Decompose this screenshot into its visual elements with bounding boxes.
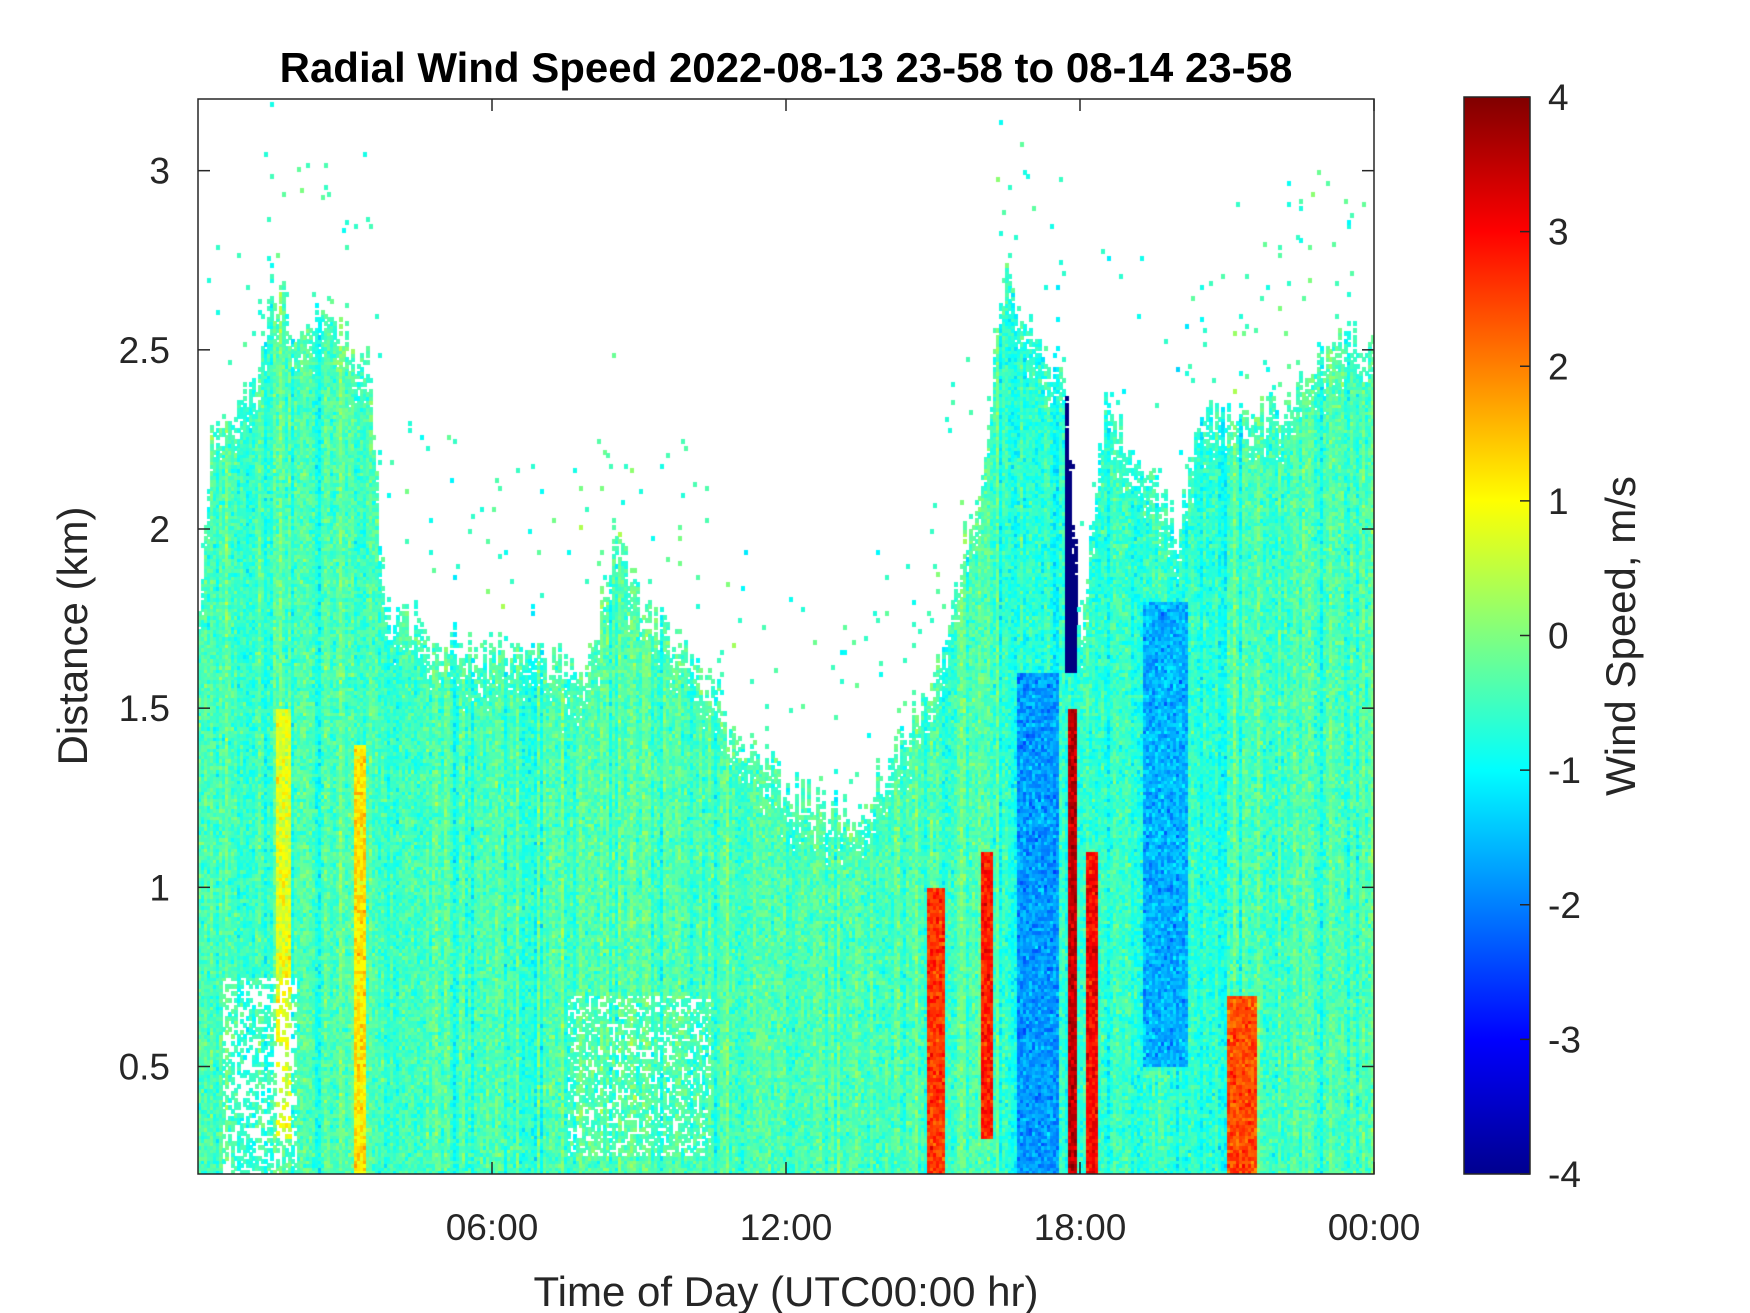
x-tick-label: 12:00 [740, 1207, 833, 1248]
colorbar-axis: 4 3 2 1 0 -1 -2 -3 -4 [1520, 77, 1581, 1195]
x-axis-label: Time of Day (UTC00:00 hr) [534, 1268, 1039, 1313]
colorbar [1463, 96, 1531, 1175]
colorbar-tick-label: 2 [1548, 346, 1569, 387]
colorbar-label: Wind Speed, m/s [1597, 476, 1644, 796]
x-axis: 06:00 12:00 18:00 00:00 [446, 99, 1421, 1248]
chart-title: Radial Wind Speed 2022-08-13 23-58 to 08… [280, 44, 1293, 91]
x-tick-label: 18:00 [1034, 1207, 1127, 1248]
colorbar-tick-label: 3 [1548, 212, 1569, 253]
colorbar-tick-label: -3 [1548, 1019, 1581, 1060]
colorbar-tick-label: -1 [1548, 750, 1581, 791]
y-axis: 0.5 1 1.5 2 2.5 3 [119, 151, 1374, 1088]
y-tick-label: 0.5 [119, 1047, 170, 1088]
heatmap-image [198, 99, 1374, 1174]
colorbar-tick-label: 0 [1548, 616, 1569, 657]
y-tick-label: 2.5 [119, 330, 170, 371]
heatmap-area [198, 99, 1374, 1174]
colorbar-tick-label: 4 [1548, 77, 1569, 118]
y-axis-label: Distance (km) [49, 506, 96, 765]
x-tick-label: 00:00 [1328, 1207, 1421, 1248]
y-tick-label: 1 [149, 867, 170, 908]
colorbar-tick-label: -2 [1548, 885, 1581, 926]
colorbar-tick-label: 1 [1548, 481, 1569, 522]
y-tick-label: 1.5 [119, 688, 170, 729]
y-tick-label: 2 [149, 509, 170, 550]
y-tick-label: 3 [149, 151, 170, 192]
colorbar-tick-label: -4 [1548, 1154, 1581, 1195]
x-tick-label: 06:00 [446, 1207, 539, 1248]
